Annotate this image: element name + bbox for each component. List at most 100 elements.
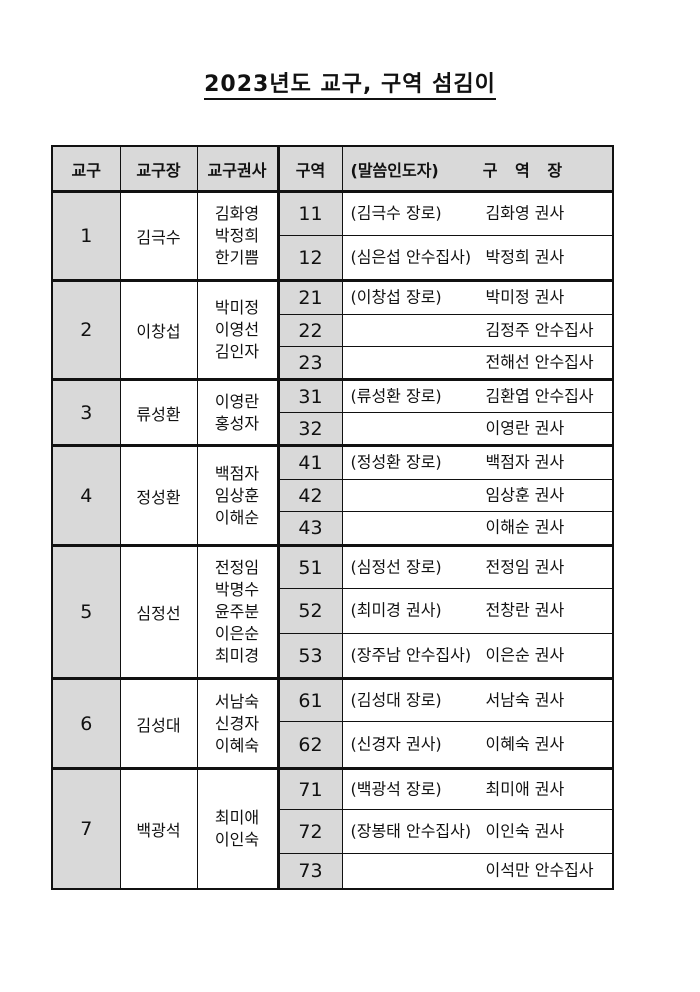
zone-head: 김정주 안수집사 [485,320,594,340]
district-number: 4 [51,444,121,546]
zone-head: 박정희 권사 [485,247,565,267]
deaconess-name: 백점자 [214,463,260,483]
table-row: 43 이해순 권사 [52,511,614,546]
zone-number: 61 [276,677,343,722]
deaconess-name: 김인자 [214,342,260,361]
district-number: 3 [51,378,121,446]
district-leader: 심정선 [119,544,198,679]
table-row: 2 이창섭 박미정 이영선 김인자 21 (이창섭 장로) 박미정 권사 [51,279,614,380]
zone-head: 전창란 권사 [485,600,565,620]
zone-number: 51 [276,544,343,589]
zone-preacher: (심정선 장로) [350,557,442,577]
header-district: 교구 [51,145,121,193]
zone-number: 73 [276,853,343,889]
zone-table: 교구 교구장 교구권사 구역 (말씀인도자) 구 역 장 1 김극수 김화영 박정희 한기… [51,145,614,890]
zone-preacher: (최미경 권사) [350,600,442,620]
zone-leader-cell: 이해순 권사 [341,511,614,546]
table-row: 53 (장주남 안수집사) 이은순 권사 [52,633,614,679]
zone-leader-cell: (김성대 장로) 서남숙 권사 [341,677,614,722]
zone-leader-cell: (김극수 장로) 김화영 권사 [341,190,614,236]
zone-preacher: (김극수 장로) [350,203,442,223]
header-zone: 구역 [276,145,343,193]
district-leader: 백광석 [119,767,198,889]
zone-head: 백점자 권사 [485,452,565,472]
deaconess-name: 박미정 [214,298,260,317]
table-row: 7 백광석 최미애 이인숙 71 (백광석 장로) 최미애 권사 [51,767,614,889]
zone-head: 박미정 권사 [485,287,565,307]
table-row: 52 (최미경 권사) 전창란 권사 [52,588,614,634]
zone-preacher: (김성대 장로) [350,690,442,710]
zone-number: 53 [276,633,343,679]
zone-head: 이해순 권사 [485,517,565,537]
zone-number: 71 [276,767,343,810]
zone-head: 최미애 권사 [485,779,565,799]
district-number: 6 [51,677,121,769]
zone-leader-cell: (신경자 권사) 이혜숙 권사 [341,721,614,769]
header-zone-leader: (말씀인도자) 구 역 장 [341,145,614,193]
zone-head: 이석만 안수집사 [485,860,594,880]
deaconess-name: 전정임 [214,558,260,577]
table-row: 1 김극수 김화영 박정희 한기쁨 11 (김극수 장로) 김화영 권사 [51,190,614,281]
zone-number: 23 [276,346,343,380]
document-title: 2023년도 교구, 구역 섬김이 [0,66,700,100]
zone-number: 62 [276,721,343,769]
zone-leader-cell: (이창섭 장로) 박미정 권사 [341,279,614,315]
deaconess-name: 최미경 [214,646,260,665]
district-deaconesses: 최미애 이인숙 [196,767,279,889]
deaconess-name: 서남숙 [214,691,260,711]
table-row: 73 이석만 안수집사 [52,853,614,889]
header-zone-head: 구 역 장 [482,160,569,180]
deaconess-name: 홍성자 [214,413,260,433]
zone-preacher: (장봉태 안수집사) [350,821,472,841]
zone-preacher: (이창섭 장로) [350,287,442,307]
zone-number: 43 [276,511,343,546]
zone-leader-cell: 김정주 안수집사 [341,314,614,347]
deaconess-name: 이영선 [214,320,260,339]
zone-leader-cell: (심은섭 안수집사) 박정희 권사 [341,235,614,281]
table-row: 5 심정선 전정임 박명수 윤주분 이은순 최미경 51 (심정선 장로) 전정임 권사 [51,544,614,679]
zone-head: 김환엽 안수집사 [485,386,594,406]
zone-number: 32 [276,412,343,446]
zone-head: 이영란 권사 [485,418,565,438]
zone-leader-cell: (심정선 장로) 전정임 권사 [341,544,614,589]
zone-leader-cell: (백광석 장로) 최미애 권사 [341,767,614,810]
table-row: 42 임상훈 권사 [52,479,614,512]
district-deaconesses: 전정임 박명수 윤주분 이은순 최미경 [196,544,279,679]
zone-head: 서남숙 권사 [485,690,565,710]
district-number: 2 [51,279,121,380]
table-row: 6 김성대 서남숙 신경자 이혜숙 61 (김성대 장로) 서남숙 권사 [51,677,614,769]
table-row: 12 (심은섭 안수집사) 박정희 권사 [52,235,614,281]
table-row: 4 정성환 백점자 임상훈 이해순 41 (정성환 장로) 백점자 권사 [51,444,614,546]
zone-head: 이은순 권사 [485,645,565,665]
deaconess-name: 신경자 [214,713,260,733]
zone-number: 22 [276,314,343,347]
header-district-leader: 교구장 [119,145,198,193]
deaconess-name: 이해순 [214,507,260,527]
district-leader: 정성환 [119,444,198,546]
zone-head: 김화영 권사 [485,203,565,223]
deaconess-name: 윤주분 [214,602,260,621]
table-row: 3 류성환 이영란 홍성자 31 (류성환 장로) 김환엽 안수집사 [51,378,614,446]
deaconess-name: 한기쁨 [214,248,260,267]
district-leader: 류성환 [119,378,198,446]
zone-leader-cell: 이영란 권사 [341,412,614,446]
zone-leader-cell: (장봉태 안수집사) 이인숙 권사 [341,809,614,854]
zone-leader-cell: 전해선 안수집사 [341,346,614,380]
header-preacher: (말씀인도자) [350,160,439,180]
deaconess-name: 이영란 [214,391,260,411]
zone-number: 72 [276,809,343,854]
zone-number: 21 [276,279,343,315]
zone-leader-cell: 이석만 안수집사 [341,853,614,889]
zone-head: 전정임 권사 [485,557,565,577]
zone-head: 임상훈 권사 [485,485,565,505]
district-number: 1 [51,190,121,281]
table-row: 23 전해선 안수집사 [52,346,614,380]
table-row: 22 김정주 안수집사 [52,314,614,347]
deaconess-name: 최미애 [214,807,260,827]
table-row: 62 (신경자 권사) 이혜숙 권사 [52,721,614,769]
deaconess-name: 박정희 [214,226,260,245]
zone-preacher: (류성환 장로) [350,386,442,406]
zone-head: 이혜숙 권사 [485,734,565,754]
deaconess-name: 이인숙 [214,829,260,849]
